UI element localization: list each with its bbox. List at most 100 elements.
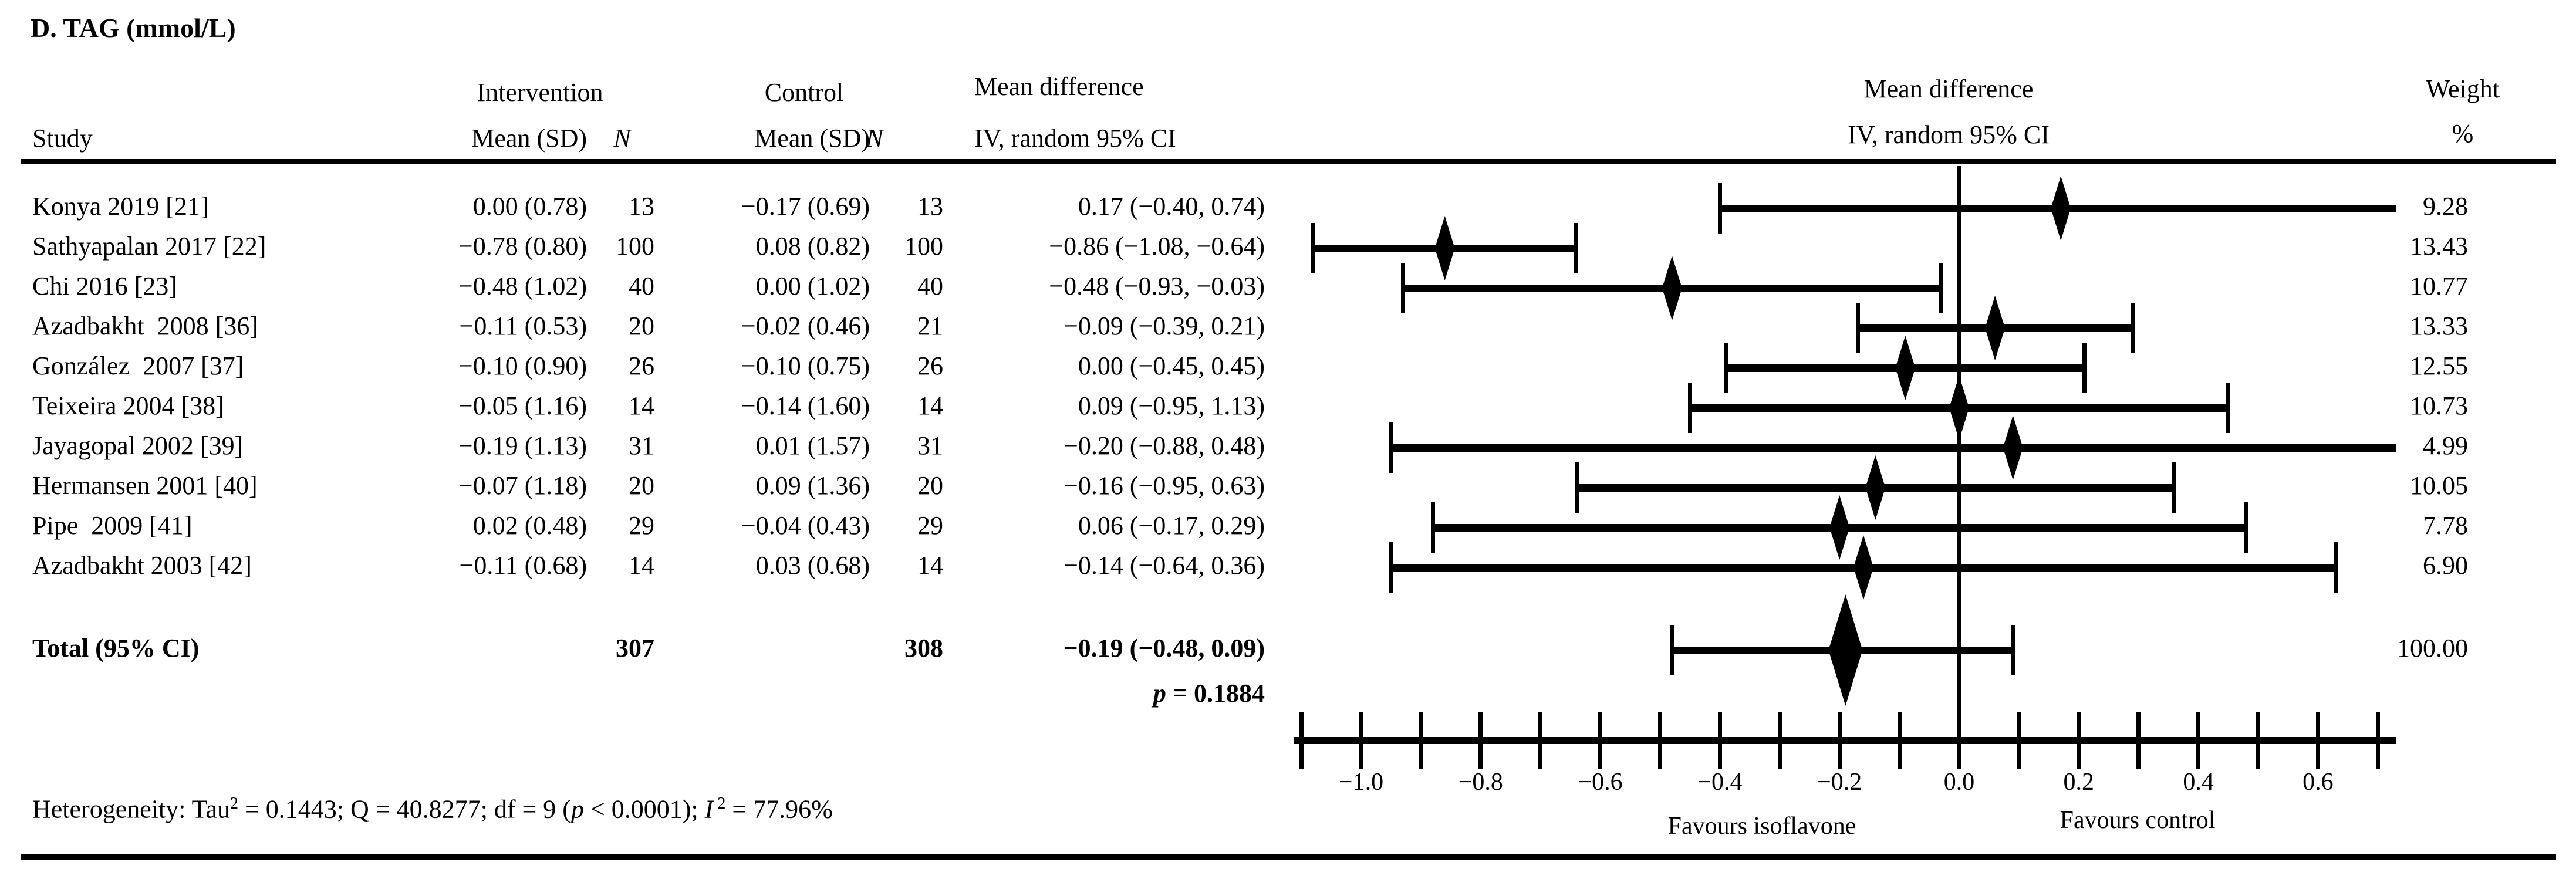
intervention-n: 40 <box>629 272 654 300</box>
study-name: González 2007 [37] <box>32 351 244 380</box>
total-diamond-marker <box>1828 594 1863 706</box>
control-mean-sd: 0.00 (1.02) <box>755 272 870 300</box>
ci-cap-left <box>1724 343 1728 393</box>
study-diamond-marker <box>1895 336 1916 400</box>
axis-tick <box>2196 712 2201 769</box>
weight-value: 10.73 <box>2410 391 2468 420</box>
heterogeneity-text: Heterogeneity: Tau2 = 0.1443; Q = 40.827… <box>32 794 833 824</box>
weight-value: 13.43 <box>2410 232 2468 261</box>
mean-difference-text: 0.00 (−0.45, 0.45) <box>1078 351 1265 380</box>
page-title: D. TAG (mmol/L) <box>31 13 236 43</box>
mean-difference-text: −0.14 (−0.64, 0.36) <box>1064 551 1265 580</box>
mean-difference-text: 0.06 (−0.17, 0.29) <box>1078 511 1265 540</box>
ci-cap-right <box>2226 383 2230 433</box>
control-n: 21 <box>917 312 943 340</box>
control-mean-sd: −0.10 (0.75) <box>741 351 870 380</box>
control-n: 20 <box>917 471 943 500</box>
mean-difference-text: 0.17 (−0.40, 0.74) <box>1078 192 1265 221</box>
intervention-mean-sd: −0.11 (0.68) <box>459 551 588 580</box>
intervention-mean-sd: −0.48 (1.02) <box>458 272 587 300</box>
ci-cap-right <box>2130 303 2135 353</box>
weight-value: 10.77 <box>2410 272 2468 300</box>
axis-tick-label: 0.0 <box>1943 769 1975 796</box>
control-n: 26 <box>917 351 943 380</box>
ci-cap-left <box>1855 303 1860 353</box>
intervention-n: 20 <box>629 312 654 340</box>
ci-cap-left <box>1389 422 1393 473</box>
weight-value: 7.78 <box>2423 511 2468 540</box>
axis-tick <box>2136 712 2141 769</box>
axis-tick <box>2375 712 2380 769</box>
header-ctrl-n: N <box>866 124 883 153</box>
mean-difference-text: −0.20 (−0.88, 0.48) <box>1064 431 1265 460</box>
intervention-n: 14 <box>629 551 654 580</box>
total-int-n: 307 <box>616 634 654 662</box>
study-diamond-marker <box>1949 376 1969 440</box>
axis-tick <box>1299 712 1304 769</box>
ci-cap-left <box>1389 542 1393 593</box>
header-plot-mean-difference: Mean difference <box>1863 75 2034 103</box>
header-rule <box>21 159 2556 164</box>
header-control: Control <box>764 78 844 107</box>
intervention-mean-sd: −0.07 (1.18) <box>458 471 587 500</box>
axis-tick <box>1598 712 1603 769</box>
intervention-mean-sd: −0.19 (1.13) <box>458 431 587 460</box>
total-weight: 100.00 <box>2397 634 2468 662</box>
favours-right-label: Favours control <box>2060 807 2216 834</box>
total-ctrl-n: 308 <box>904 634 943 662</box>
axis-tick <box>1957 712 1961 769</box>
header-int-n: N <box>613 124 631 153</box>
study-name: Azadbakht 2003 [42] <box>32 551 252 580</box>
ci-cap-right <box>2010 625 2015 675</box>
ci-cap-left <box>1401 263 1406 313</box>
ci-line <box>1390 444 2396 452</box>
header-mean-difference: Mean difference <box>974 72 1144 101</box>
header-weight: Weight <box>2426 75 2500 103</box>
axis-tick-label: −0.2 <box>1817 769 1862 796</box>
study-diamond-marker <box>1985 296 2006 360</box>
het-p-symbol: p <box>570 794 584 824</box>
axis-tick <box>1538 712 1543 769</box>
intervention-n: 14 <box>629 391 654 420</box>
weight-value: 12.55 <box>2410 351 2468 380</box>
axis-tick <box>1777 712 1782 769</box>
intervention-mean-sd: 0.02 (0.48) <box>472 511 587 540</box>
header-study: Study <box>32 124 93 153</box>
total-label: Total (95% CI) <box>32 634 200 662</box>
zero-line <box>1957 166 1961 740</box>
axis-tick <box>2256 712 2260 769</box>
axis-line <box>1294 737 2396 744</box>
axis-tick <box>2017 712 2021 769</box>
ci-cap-left <box>1688 383 1693 433</box>
study-name: Konya 2019 [21] <box>32 192 209 221</box>
ci-cap-left <box>1718 183 1723 234</box>
axis-tick <box>1717 712 1722 769</box>
weight-value: 6.90 <box>2423 551 2468 580</box>
het-i-symbol: I <box>704 794 714 824</box>
weight-value: 4.99 <box>2423 431 2468 460</box>
mean-difference-text: −0.48 (−0.93, −0.03) <box>1049 272 1265 300</box>
intervention-n: 20 <box>629 471 654 500</box>
study-diamond-marker <box>1853 535 1873 600</box>
header-int-mean-sd: Mean (SD) <box>471 124 587 153</box>
axis-tick <box>2077 712 2081 769</box>
intervention-mean-sd: −0.78 (0.80) <box>458 232 587 261</box>
axis-tick <box>1837 712 1842 769</box>
control-mean-sd: 0.08 (0.82) <box>755 232 870 261</box>
intervention-n: 26 <box>629 351 654 380</box>
header-plot-iv-random: IV, random 95% CI <box>1848 120 2050 149</box>
axis-tick-label: −1.0 <box>1338 769 1384 796</box>
axis-tick-label: −0.6 <box>1578 769 1623 796</box>
bottom-rule <box>21 854 2556 860</box>
total-md-text: −0.19 (−0.48, 0.09) <box>1063 634 1265 662</box>
intervention-mean-sd: 0.00 (0.78) <box>472 192 587 221</box>
ci-cap-left <box>1574 462 1579 513</box>
control-mean-sd: 0.01 (1.57) <box>755 431 870 460</box>
p-symbol: p <box>1153 679 1166 708</box>
p-value: = 0.1884 <box>1166 679 1265 708</box>
study-diamond-marker <box>1829 495 1850 560</box>
intervention-n: 29 <box>629 511 654 540</box>
study-diamond-marker <box>2051 176 2071 241</box>
study-diamond-marker <box>1662 256 1682 320</box>
